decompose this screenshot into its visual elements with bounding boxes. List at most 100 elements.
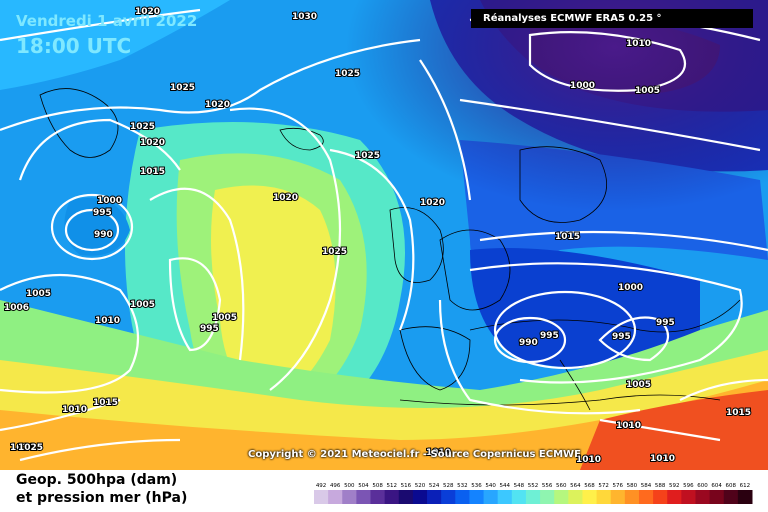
isobar-label: 1000 <box>618 283 643 293</box>
scale-swatch <box>314 490 329 504</box>
isobar-label: 1030 <box>292 12 317 22</box>
isobar-label: 1005 <box>26 289 51 299</box>
isobar-label: 1015 <box>555 232 580 242</box>
scale-tick-label: 596 <box>683 483 694 489</box>
isobar-label: 990 <box>94 230 113 240</box>
isobars <box>0 8 768 462</box>
scale-swatch <box>681 490 696 504</box>
source-label: Réanalyses ECMWF ERA5 0.25 ° <box>471 9 753 28</box>
scale-swatch <box>469 490 485 504</box>
scale-tick-label: 564 <box>570 483 581 489</box>
isobar-label: 1025 <box>170 83 195 93</box>
isobar-label: 1025 <box>335 69 360 79</box>
legend-title-pressure: et pression mer (hPa) <box>16 490 188 506</box>
isobar-label: 1005 <box>212 313 237 323</box>
coastlines <box>39 88 741 411</box>
scale-swatch <box>328 490 343 504</box>
isobar-label: 1020 <box>420 198 445 208</box>
scale-swatch <box>427 490 442 504</box>
isobar-label: 1010 <box>576 455 601 465</box>
isobar-label: 1025 <box>18 443 43 453</box>
scale-tick-label: 492 <box>316 483 327 489</box>
scale-tick-label: 552 <box>528 483 539 489</box>
legend-title-geopotential: Geop. 500hpa (dam) <box>16 472 178 488</box>
scale-tick-label: 592 <box>669 483 680 489</box>
isobar-label: 1000 <box>97 196 122 206</box>
scale-tick-label: 576 <box>613 483 624 489</box>
isobar-label: 1025 <box>322 247 347 257</box>
scale-tick-label: 580 <box>627 483 638 489</box>
scale-tick-label: 560 <box>556 483 567 489</box>
scale-swatch <box>540 490 555 504</box>
scale-swatch <box>653 490 668 504</box>
isobar-label: 1025 <box>130 122 155 132</box>
scale-swatch <box>723 490 739 504</box>
isobar-label: 1025 <box>355 151 380 161</box>
isobar-label: 995 <box>656 318 675 328</box>
isobar-label: 1020 <box>135 7 160 17</box>
scale-swatch <box>709 490 725 504</box>
scale-tick-label: 572 <box>598 483 609 489</box>
scale-tick-label: 600 <box>697 483 708 489</box>
isobar-label: 1020 <box>10 443 35 453</box>
isobar-label: 995 <box>200 324 219 334</box>
scale-tick-label: 568 <box>584 483 595 489</box>
color-scale: 492 496 500 504 508 512 516 520 524 528 532 536 540 5… <box>314 483 753 504</box>
scale-tick-label: 520 <box>415 483 426 489</box>
scale-swatch <box>497 490 513 504</box>
isobar-label: 995 <box>93 208 112 218</box>
isobar-label: 1020 <box>273 193 298 203</box>
isobar-label: 1020 <box>140 138 165 148</box>
scale-tick-label: 496 <box>330 483 341 489</box>
isobar-label: 1005 <box>635 86 660 96</box>
isobar-label: 1005 <box>626 380 651 390</box>
scale-swatch <box>455 490 470 504</box>
scale-swatch <box>667 490 682 504</box>
scale-swatch <box>596 490 612 504</box>
scale-tick-label: 512 <box>386 483 397 489</box>
isobar-label: 1006 <box>4 303 29 313</box>
scale-tick-label: 584 <box>641 483 652 489</box>
scale-swatch <box>610 490 626 504</box>
scale-swatch <box>695 490 711 504</box>
scale-swatch <box>398 490 414 504</box>
scale-swatch <box>624 490 640 504</box>
isobar-label: 1010 <box>626 39 651 49</box>
scale-tick-label: 544 <box>499 483 510 489</box>
scale-tick-label: 604 <box>711 483 722 489</box>
geopotential-map: 1030 1020 1025 1025 1020 1025 1020 1015 … <box>0 0 768 470</box>
scale-swatch <box>370 490 386 504</box>
copyright-notice: Copyright © 2021 Meteociel.fr - Source C… <box>248 449 581 460</box>
isobar-label: 995 <box>540 331 559 341</box>
scale-swatch <box>441 490 456 504</box>
map-date: Vendredi 1 avril 2022 <box>16 12 198 30</box>
scale-swatch <box>525 490 541 504</box>
scale-tick-label: 588 <box>655 483 666 489</box>
isobar-label: 1015 <box>93 398 118 408</box>
isobar-label: 1000 <box>570 81 595 91</box>
isobar-label: 1015 <box>140 167 165 177</box>
scale-swatch <box>638 490 654 504</box>
scale-tick-label: 504 <box>358 483 369 489</box>
isobar-labels: 1030 1020 1025 1025 1020 1025 1020 1015 … <box>3 6 752 466</box>
scale-tick-label: 608 <box>726 483 737 489</box>
isobar-label: 1010 <box>95 316 120 326</box>
isobar-label: 1015 <box>726 408 751 418</box>
scale-swatch <box>554 490 569 504</box>
scale-tick-label: 500 <box>344 483 355 489</box>
isobar-label: 1010 <box>62 405 87 415</box>
scale-swatch <box>356 490 372 504</box>
scale-swatch <box>582 490 598 504</box>
scale-swatch <box>483 490 499 504</box>
scale-tick-label: 532 <box>457 483 468 489</box>
scale-swatch <box>384 490 400 504</box>
isobar-label: 1010 <box>650 454 675 464</box>
scale-tick-label: 528 <box>443 483 454 489</box>
scale-tick-label: 536 <box>471 483 482 489</box>
isobar-label: 1010 <box>616 421 641 431</box>
isobar-label: 1020 <box>205 100 230 110</box>
isobar-label: 995 <box>612 332 631 342</box>
isobar-label: 1010 <box>426 448 451 458</box>
map-time: 18:00 UTC <box>16 34 132 58</box>
